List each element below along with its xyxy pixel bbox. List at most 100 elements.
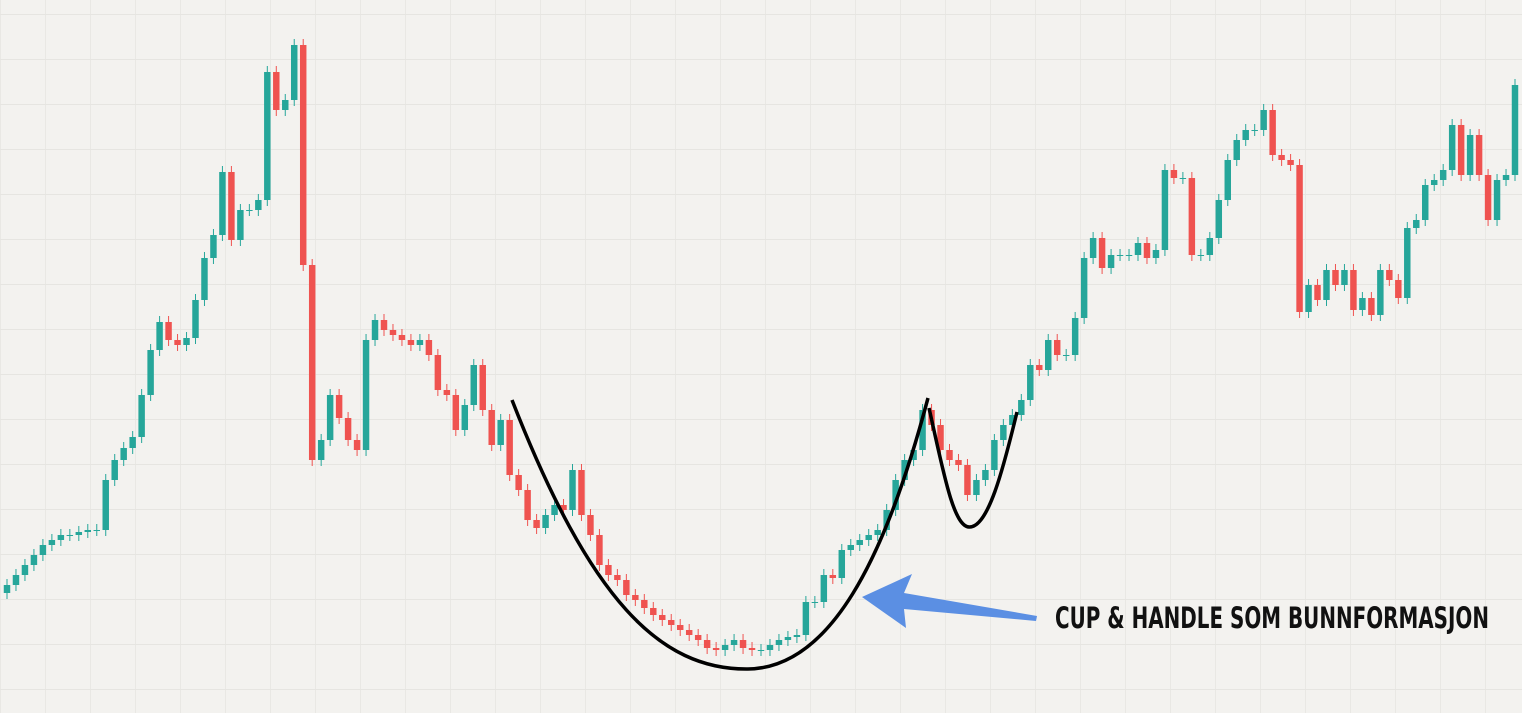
- candle-body: [1143, 243, 1151, 258]
- candle-body: [335, 395, 343, 418]
- candle-body: [524, 490, 531, 520]
- candle-body: [1188, 178, 1196, 255]
- candle-body: [282, 100, 289, 110]
- candle-body: [479, 365, 486, 410]
- candle-body: [129, 437, 136, 448]
- candle-body: [138, 395, 145, 437]
- candle-body: [237, 210, 244, 240]
- arrow: [862, 574, 1037, 628]
- candle-body: [676, 625, 684, 630]
- candle-body: [1107, 255, 1115, 268]
- candle-body: [1278, 155, 1285, 160]
- candle-body: [1045, 340, 1052, 370]
- candle-body: [659, 615, 666, 620]
- candle-body: [964, 465, 971, 495]
- candle-body: [210, 235, 217, 258]
- candle-body: [1161, 170, 1169, 250]
- candle-body: [1350, 270, 1357, 310]
- candle-body: [1475, 135, 1483, 175]
- candle-body: [299, 45, 307, 265]
- candle-body: [3, 585, 11, 593]
- candle-body: [1457, 125, 1465, 175]
- candle-body: [1430, 180, 1438, 185]
- candle-body: [1134, 243, 1142, 255]
- candle-body: [84, 530, 92, 532]
- candle-body: [147, 350, 154, 395]
- candle-body: [273, 72, 280, 110]
- candle-body: [48, 540, 56, 545]
- candle-body: [865, 535, 872, 540]
- candle-body: [883, 510, 890, 530]
- candle-body: [632, 595, 639, 600]
- candle-body: [910, 450, 917, 460]
- candle-body: [1287, 160, 1294, 165]
- candle-body: [542, 515, 549, 528]
- candle-body: [1323, 270, 1330, 300]
- candle-body: [66, 535, 74, 536]
- candle-body: [75, 532, 83, 535]
- candle-body: [12, 575, 20, 585]
- candle-body: [551, 505, 558, 515]
- candle-body: [650, 608, 657, 615]
- candle-body: [1439, 170, 1447, 180]
- candle-body: [389, 330, 397, 335]
- candle-body: [156, 322, 163, 350]
- candle-body: [838, 550, 846, 578]
- candle-body: [380, 320, 388, 330]
- candle-body: [1448, 125, 1456, 170]
- candle-body: [1233, 140, 1240, 160]
- candle-body: [730, 640, 738, 645]
- candle-body: [120, 448, 127, 460]
- candle-body: [317, 440, 325, 460]
- candle-body: [1511, 85, 1519, 175]
- candle-body: [955, 460, 962, 465]
- candle-body: [174, 340, 181, 345]
- candle-body: [1305, 285, 1312, 312]
- candle-body: [443, 390, 451, 395]
- candle-body: [1484, 175, 1492, 220]
- candle-body: [596, 535, 603, 565]
- candle-body: [407, 340, 415, 345]
- candle-body: [739, 640, 747, 648]
- candle-body: [1296, 165, 1303, 312]
- candle-body: [1027, 365, 1034, 400]
- candle-body: [371, 320, 379, 340]
- candle-body: [757, 650, 765, 651]
- candle-body: [308, 265, 316, 460]
- candle-body: [1197, 255, 1205, 256]
- candle-body: [1368, 298, 1375, 315]
- candle-body: [1089, 238, 1097, 258]
- candle-body: [578, 470, 585, 515]
- candle-body: [685, 630, 693, 635]
- candle-body: [291, 45, 298, 100]
- candle-body: [1502, 175, 1510, 180]
- candle-body: [1422, 185, 1429, 220]
- candle-body: [982, 470, 989, 480]
- candle-body: [1206, 238, 1214, 255]
- candle-body: [1179, 178, 1187, 179]
- candle-body: [721, 645, 729, 650]
- candle-body: [1332, 270, 1339, 285]
- candle-body: [560, 505, 567, 510]
- candle-body: [165, 322, 172, 340]
- candle-body: [1466, 135, 1474, 175]
- candle-body: [874, 530, 881, 535]
- candle-body: [919, 410, 926, 450]
- candle-body: [614, 575, 621, 580]
- candle-body: [937, 425, 944, 450]
- candle-body: [30, 555, 38, 565]
- candle-body: [21, 565, 29, 575]
- candle-body: [192, 300, 199, 338]
- candle-body: [829, 575, 837, 578]
- candle-body: [102, 480, 109, 530]
- candle-body: [93, 530, 100, 531]
- candle-body: [461, 405, 469, 430]
- candle-body: [793, 635, 801, 637]
- candle-body: [847, 545, 854, 550]
- candle-body: [1116, 255, 1124, 256]
- candle-body: [623, 580, 630, 595]
- candle-body: [452, 395, 460, 430]
- candle-body: [353, 440, 361, 450]
- candle-body: [470, 365, 477, 405]
- candle-body: [1053, 340, 1061, 355]
